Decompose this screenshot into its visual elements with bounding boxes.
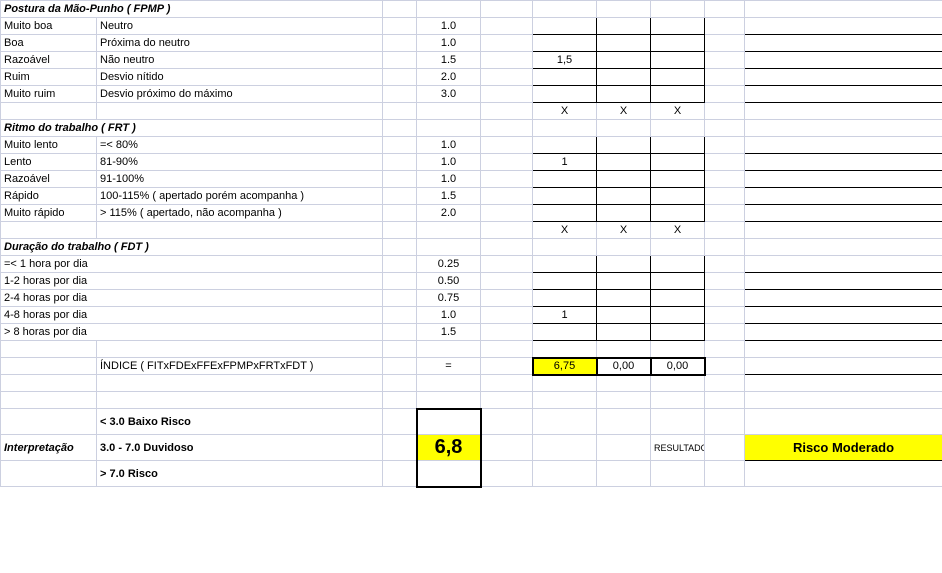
index-formula-label: ÍNDICE ( FITxFDExFFExFPMPxFRTxFDT ) <box>97 358 383 375</box>
interp-label: Interpretação <box>1 435 97 461</box>
interp-row: 3.0 - 7.0 Duvidoso <box>97 435 383 461</box>
result-text: Risco Moderado <box>745 435 942 461</box>
fdt-row-val: 0.75 <box>417 290 481 307</box>
fpmp-row-label: Muito boa <box>1 18 97 35</box>
fpmp-title: Postura da Mão-Punho ( FPMP ) <box>1 1 383 18</box>
fpmp-row-desc: Desvio nítido <box>97 69 383 86</box>
fdt-row-val: 0.25 <box>417 256 481 273</box>
fpmp-row-desc: Próxima do neutro <box>97 35 383 52</box>
fpmp-row-desc: Não neutro <box>97 52 383 69</box>
frt-entry[interactable]: 1 <box>533 154 597 171</box>
frt-row-val: 1.0 <box>417 137 481 154</box>
interp-row: < 3.0 Baixo Risco <box>97 409 383 435</box>
frt-row-label: Lento <box>1 154 97 171</box>
frt-row-val: 2.0 <box>417 205 481 222</box>
fdt-row-val: 1.0 <box>417 307 481 324</box>
mark-x: X <box>651 103 705 120</box>
mark-x: X <box>651 222 705 239</box>
fdt-row-label: =< 1 hora por dia <box>1 256 383 273</box>
index-result-1: 0,00 <box>597 358 651 375</box>
fdt-entry[interactable]: 1 <box>533 307 597 324</box>
frt-row-desc: 91-100% <box>97 171 383 188</box>
fdt-row-val: 1.5 <box>417 324 481 341</box>
fdt-row-label: > 8 horas por dia <box>1 324 383 341</box>
fdt-row-val: 0.50 <box>417 273 481 290</box>
interp-row: > 7.0 Risco <box>97 461 383 487</box>
frt-row-val: 1.5 <box>417 188 481 205</box>
fpmp-row-val: 1.5 <box>417 52 481 69</box>
fpmp-row-label: Boa <box>1 35 97 52</box>
interp-score: 6,8 <box>417 435 481 461</box>
fpmp-row-val: 3.0 <box>417 86 481 103</box>
mark-x: X <box>533 222 597 239</box>
frt-row-desc: 81-90% <box>97 154 383 171</box>
frt-row-val: 1.0 <box>417 171 481 188</box>
fdt-row-label: 1-2 horas por dia <box>1 273 383 290</box>
worksheet: Postura da Mão-Punho ( FPMP ) Muito boa … <box>0 0 942 488</box>
index-result-2: 0,00 <box>651 358 705 375</box>
fpmp-entry[interactable] <box>533 18 597 35</box>
fpmp-row-label: Muito ruim <box>1 86 97 103</box>
fdt-title: Duração do trabalho ( FDT ) <box>1 239 383 256</box>
frt-title: Ritmo do trabalho ( FRT ) <box>1 120 383 137</box>
fpmp-row-desc: Desvio próximo do máximo <box>97 86 383 103</box>
fdt-row-label: 4-8 horas por dia <box>1 307 383 324</box>
frt-row-desc: 100-115% ( apertado porém acompanha ) <box>97 188 383 205</box>
fpmp-row-label: Razoável <box>1 52 97 69</box>
fpmp-row-label: Ruim <box>1 69 97 86</box>
fpmp-row-val: 1.0 <box>417 35 481 52</box>
frt-row-desc: =< 80% <box>97 137 383 154</box>
frt-row-label: Rápido <box>1 188 97 205</box>
fpmp-entry[interactable]: 1,5 <box>533 52 597 69</box>
fdt-row-label: 2-4 horas por dia <box>1 290 383 307</box>
fpmp-row-val: 2.0 <box>417 69 481 86</box>
index-eq: = <box>417 358 481 375</box>
mark-x: X <box>597 103 651 120</box>
frt-row-label: Muito lento <box>1 137 97 154</box>
result-label: RESULTADO <box>651 435 705 461</box>
frt-row-val: 1.0 <box>417 154 481 171</box>
fpmp-row-desc: Neutro <box>97 18 383 35</box>
frt-row-desc: > 115% ( apertado, não acompanha ) <box>97 205 383 222</box>
mark-x: X <box>597 222 651 239</box>
mark-x: X <box>533 103 597 120</box>
frt-row-label: Muito rápido <box>1 205 97 222</box>
frt-row-label: Razoável <box>1 171 97 188</box>
fpmp-row-val: 1.0 <box>417 18 481 35</box>
index-result-0: 6,75 <box>533 358 597 375</box>
